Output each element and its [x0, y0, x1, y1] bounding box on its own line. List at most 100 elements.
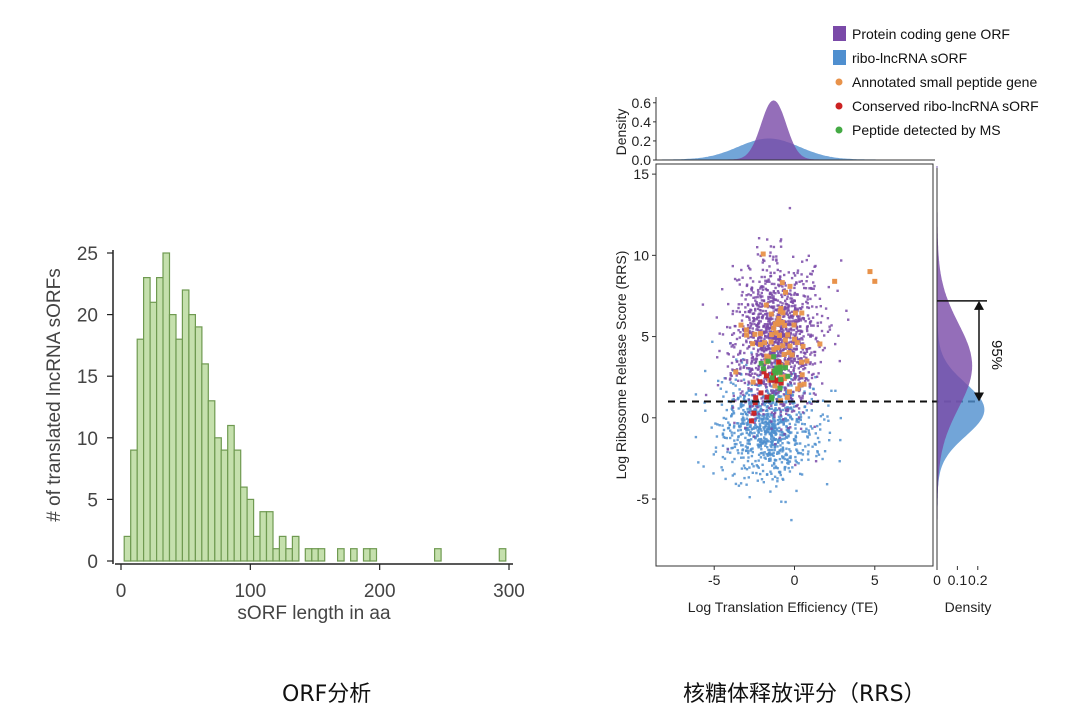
scatter-point — [788, 422, 791, 426]
scatter-point — [764, 373, 769, 379]
top-density-y-label: Density — [613, 109, 629, 156]
scatter-point — [765, 406, 769, 409]
scatter-point — [800, 336, 803, 340]
scatter-point — [776, 290, 780, 293]
scatter-point — [781, 302, 784, 305]
histogram-bar-28 — [311, 548, 319, 562]
scatter-point — [816, 324, 819, 328]
scatter-point — [825, 483, 829, 486]
scatter-point — [711, 340, 714, 343]
scatter-point — [773, 426, 777, 429]
histogram-bar-1 — [130, 449, 138, 562]
scatter-point — [715, 316, 718, 319]
scatter-point — [763, 403, 767, 407]
scatter-point — [732, 332, 736, 335]
scatter-point — [793, 291, 797, 295]
scatter-point — [784, 387, 788, 390]
scatter-point — [729, 342, 732, 345]
scatter-point — [747, 400, 750, 403]
scatter-point — [793, 443, 797, 446]
scatter-point — [786, 350, 792, 356]
scatter-point — [740, 418, 744, 421]
scatter-point — [823, 418, 826, 421]
histogram-bar-10 — [188, 314, 196, 562]
scatter-point — [752, 400, 758, 406]
scatter-point — [778, 426, 781, 430]
scatter-y-tick-label: 0 — [641, 410, 649, 426]
scatter-point — [754, 366, 758, 370]
scatter-point — [803, 423, 806, 426]
scatter-point — [757, 321, 761, 325]
scatter-point — [733, 457, 736, 461]
scatter-point — [739, 405, 743, 409]
scatter-point — [810, 376, 814, 380]
scatter-point — [777, 337, 780, 341]
scatter-point — [740, 412, 743, 415]
scatter-point — [799, 442, 802, 445]
legend-swatch — [833, 26, 846, 41]
scatter-point — [768, 327, 771, 330]
scatter-point — [808, 392, 812, 395]
scatter-point — [732, 392, 735, 395]
scatter-point — [716, 384, 720, 387]
scatter-point — [743, 419, 746, 422]
scatter-point — [785, 311, 788, 314]
scatter-point — [816, 436, 820, 440]
scatter-point — [720, 381, 724, 384]
scatter-point — [790, 384, 793, 387]
scatter-point — [768, 457, 771, 461]
scatter-point — [812, 372, 815, 376]
scatter-point — [784, 299, 787, 302]
scatter-point — [745, 428, 748, 431]
caption-rrs: 核糖体释放评分（RRS） — [683, 682, 926, 707]
scatter-point — [774, 362, 777, 365]
scatter-point — [787, 426, 790, 430]
scatter-point — [784, 417, 787, 420]
scatter-point — [839, 416, 842, 420]
scatter-point — [759, 294, 762, 297]
scatter-point — [777, 355, 780, 358]
scatter-point — [799, 372, 805, 378]
scatter-point — [755, 383, 758, 387]
scatter-point — [867, 269, 873, 275]
scatter-point — [781, 437, 784, 441]
scatter-point — [796, 360, 800, 364]
scatter-point — [741, 419, 744, 423]
scatter-point — [774, 459, 777, 462]
scatter-point — [781, 442, 784, 445]
scatter-point — [772, 305, 776, 308]
scatter-point — [745, 284, 749, 288]
scatter-point — [704, 409, 707, 412]
scatter-point — [823, 334, 826, 337]
scatter-point — [799, 365, 802, 368]
scatter-point — [795, 405, 798, 408]
scatter-point — [782, 400, 785, 404]
scatter-point — [772, 436, 776, 439]
scatter-point — [750, 383, 754, 386]
scatter-point — [782, 421, 785, 424]
scatter-point — [762, 415, 766, 418]
scatter-point — [759, 312, 763, 315]
scatter-point — [796, 355, 799, 358]
scatter-point — [745, 412, 748, 416]
scatter-point — [770, 336, 773, 340]
scatter-point — [756, 429, 759, 432]
scatter-point — [749, 335, 752, 339]
scatter-point — [804, 287, 808, 290]
scatter-point — [784, 347, 787, 350]
histogram-bar-24 — [278, 535, 287, 562]
scatter-point — [757, 328, 760, 332]
scatter-point — [797, 357, 800, 361]
scatter-point — [827, 404, 830, 407]
scatter-point — [813, 354, 817, 357]
scatter-point — [777, 366, 783, 371]
scatter-point — [798, 307, 802, 310]
scatter-point — [790, 417, 793, 420]
scatter-point — [748, 382, 751, 385]
scatter-point — [728, 423, 731, 427]
scatter-point — [765, 416, 768, 419]
scatter-point — [753, 421, 756, 424]
scatter-point — [778, 452, 781, 455]
scatter-point — [775, 388, 778, 391]
scatter-point — [749, 324, 753, 327]
